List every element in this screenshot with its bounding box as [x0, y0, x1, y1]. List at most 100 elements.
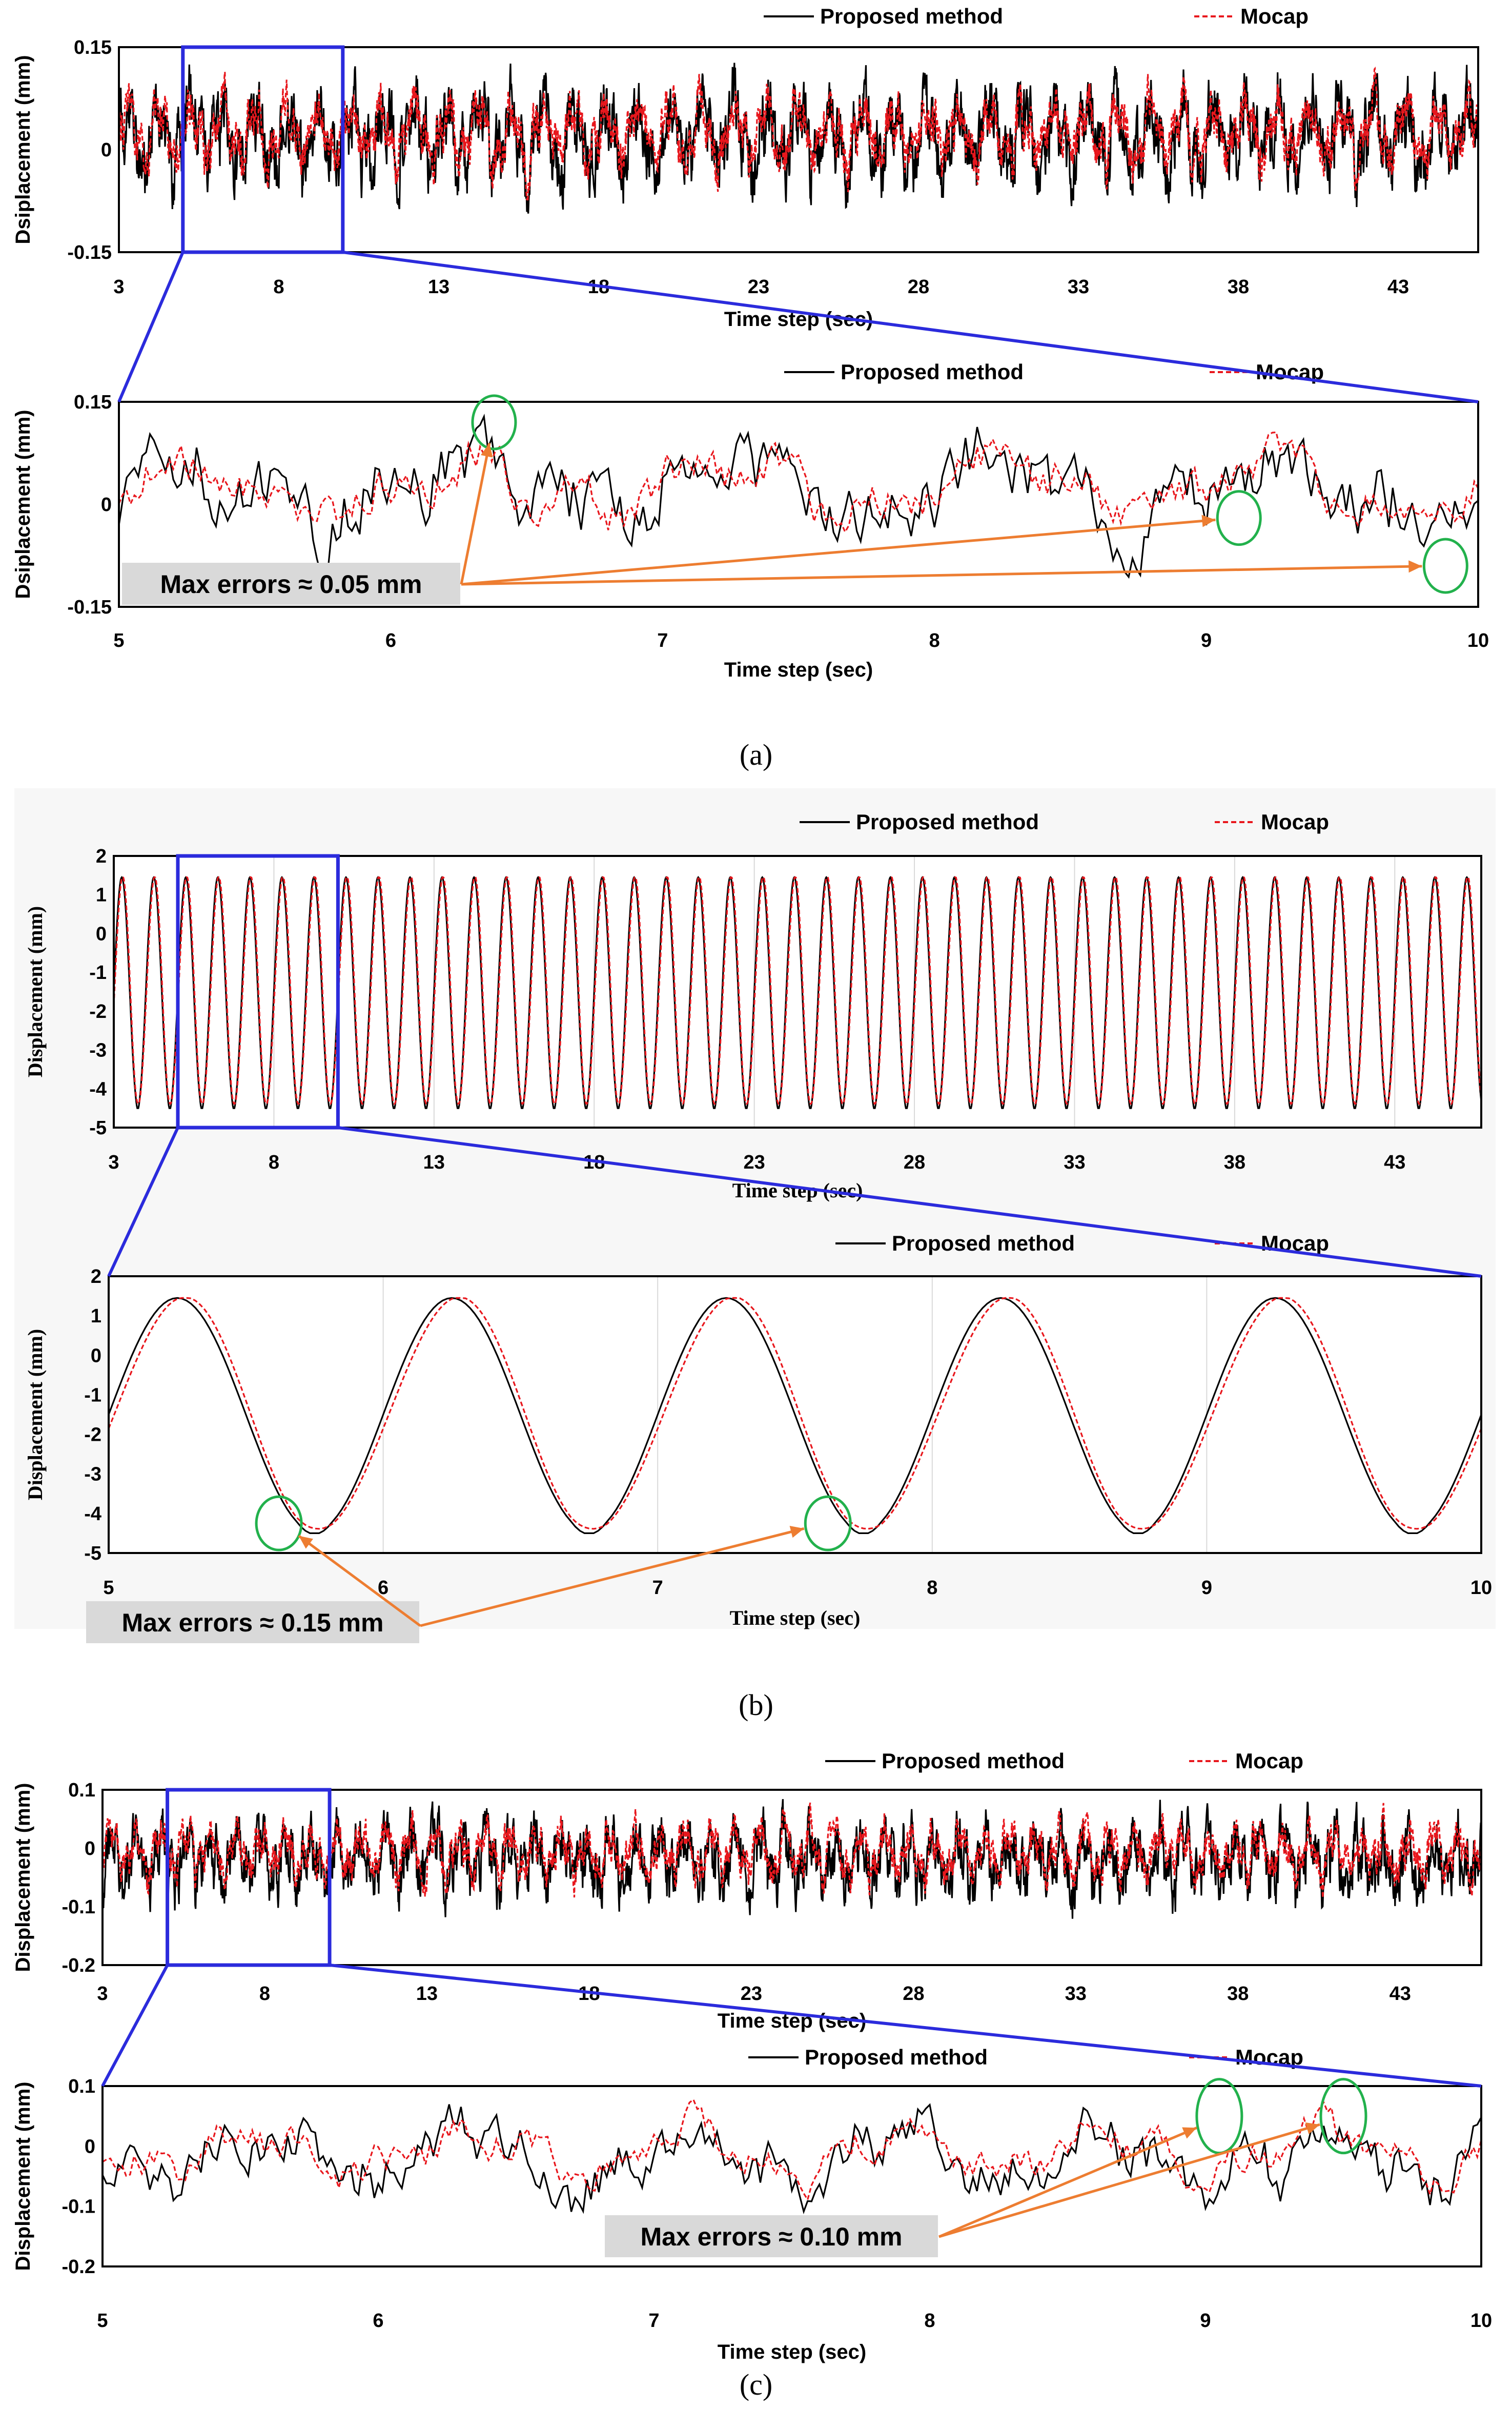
- error-annotation-b: Max errors ≈ 0.15 mm: [86, 1495, 852, 1643]
- y-tick-label: -4: [89, 1078, 107, 1100]
- x-tick-label: 7: [652, 1577, 663, 1599]
- x-tick-label: 9: [1200, 2310, 1211, 2332]
- overlays-layer: Max errors ≈ 0.05 mm Max errors ≈ 0.15 mm…: [86, 45, 1482, 2257]
- error-arrow-head: [1182, 2127, 1197, 2139]
- x-tick-label: 28: [904, 1152, 925, 1173]
- error-arrow: [938, 2123, 1320, 2238]
- y-tick-label: -5: [84, 1543, 101, 1564]
- annotation-box: [86, 1601, 419, 1643]
- zoom-window-b: [176, 854, 340, 1130]
- legend: Proposed method Mocap: [764, 4, 1309, 28]
- y-tick-label: 1: [96, 885, 107, 906]
- legend-label-mocap: Mocap: [1235, 1749, 1303, 1773]
- x-tick-label: 33: [1068, 276, 1089, 298]
- zoom-connector-left: [101, 1964, 169, 2087]
- series-line-proposed-method: [118, 414, 1479, 583]
- x-tick-label: 8: [924, 2310, 935, 2332]
- legend-label-mocap: Mocap: [1240, 4, 1309, 28]
- x-tick-label: 10: [1470, 2310, 1492, 2332]
- legend: Proposed method Mocap: [800, 810, 1329, 834]
- series-line-mocap: [102, 2098, 1482, 2202]
- x-tick-label: 13: [428, 276, 449, 298]
- y-tick-label: -0.2: [62, 2256, 95, 2278]
- y-tick-label: 0: [85, 2136, 95, 2157]
- legend: Proposed method Mocap: [835, 1231, 1329, 1255]
- x-tick-label: 8: [929, 630, 940, 651]
- y-tick-label: -1: [84, 1384, 101, 1406]
- plot-border: [101, 1789, 1482, 1966]
- y-tick-label: 1: [91, 1305, 101, 1327]
- x-tick-label: 5: [97, 2310, 108, 2332]
- zoom-connector-left: [107, 1127, 179, 1277]
- y-tick-label: 0: [101, 494, 112, 516]
- x-tick-label: 13: [423, 1152, 445, 1173]
- plot-border: [118, 401, 1479, 608]
- error-arrow: [420, 1527, 805, 1627]
- chart-a-full: 0.150-0.153813182328333843Time step (sec…: [12, 4, 1479, 331]
- x-tick-label: 28: [903, 1983, 924, 2005]
- x-tick-label: 9: [1201, 630, 1212, 651]
- y-axis-label: Displacement (mm): [12, 1783, 34, 1972]
- x-tick-label: 33: [1064, 1152, 1085, 1173]
- x-axis-label: Time step (sec): [724, 659, 873, 681]
- series-line-proposed-method: [101, 1799, 1482, 1919]
- chart-c-full: 0.10-0.1-0.23813182328333843Time step (s…: [12, 1749, 1482, 2032]
- x-tick-label: 3: [97, 1983, 108, 2005]
- legend: Proposed method Mocap: [784, 360, 1324, 384]
- legend-label-proposed: Proposed method: [882, 1749, 1065, 1773]
- x-tick-label: 13: [416, 1983, 438, 2005]
- error-highlight-ellipse: [1216, 490, 1262, 546]
- error-arrow-head: [1201, 515, 1216, 527]
- y-tick-label: -4: [84, 1503, 101, 1525]
- zoom-connector-left: [117, 251, 185, 403]
- error-highlight-ellipse: [1422, 538, 1468, 594]
- x-tick-label: 38: [1227, 1983, 1249, 2005]
- x-tick-label: 33: [1065, 1983, 1087, 2005]
- x-tick-label: 8: [269, 1152, 279, 1173]
- y-tick-label: 0.15: [74, 392, 112, 413]
- y-tick-label: 2: [96, 846, 107, 867]
- x-tick-label: 43: [1387, 276, 1409, 298]
- x-tick-label: 43: [1390, 1983, 1411, 2005]
- chart-c-zoom: 0.1 0 -0.1 -0.2 5 6 7 8 9 10 Time step (sec) Displa…: [12, 2045, 1492, 2363]
- x-tick-label: 23: [744, 1152, 765, 1173]
- x-tick-label: 38: [1228, 276, 1249, 298]
- x-tick-label: 3: [108, 1152, 119, 1173]
- legend-label-proposed: Proposed method: [841, 360, 1024, 384]
- x-tick-label: 23: [748, 276, 769, 298]
- x-tick-label: 23: [741, 1983, 762, 2005]
- x-tick-label: 5: [103, 1577, 114, 1599]
- y-tick-label: -0.1: [62, 2196, 95, 2218]
- error-highlight-ellipse: [255, 1495, 303, 1551]
- y-tick-label: 0: [101, 139, 112, 161]
- annotation-box: [122, 563, 460, 605]
- plot-border: [113, 855, 1482, 1129]
- plot-border: [118, 46, 1479, 253]
- plot-border: [108, 1275, 1482, 1554]
- x-tick-label: 38: [1224, 1152, 1245, 1173]
- x-tick-label: 43: [1384, 1152, 1405, 1173]
- error-arrow: [938, 2127, 1197, 2238]
- y-tick-label: -1: [89, 962, 107, 984]
- annotation-text: Max errors ≈ 0.15 mm: [121, 1608, 383, 1637]
- x-tick-label: 8: [273, 276, 284, 298]
- zoom-connector-right: [329, 1964, 1482, 2088]
- y-tick-label: -0.1: [62, 1896, 95, 1918]
- x-tick-label: 9: [1201, 1577, 1212, 1599]
- x-tick-label: 28: [908, 276, 929, 298]
- error-arrow: [460, 443, 491, 585]
- error-arrow: [461, 518, 1216, 586]
- y-tick-label: -0.15: [67, 242, 112, 263]
- error-arrow-head: [298, 1536, 313, 1549]
- legend-label-proposed: Proposed method: [820, 4, 1003, 28]
- y-tick-label: 2: [91, 1266, 101, 1288]
- legend-label-proposed: Proposed method: [892, 1231, 1075, 1255]
- series-line-mocap: [108, 1297, 1482, 1530]
- charts-layer: 0.150-0.153813182328333843Time step (sec…: [12, 4, 1492, 2363]
- error-annotation-a: Max errors ≈ 0.05 mm: [122, 394, 1468, 605]
- y-tick-label: 0: [91, 1345, 101, 1366]
- annotation-box: [605, 2215, 938, 2257]
- legend-label-proposed: Proposed method: [805, 2045, 988, 2069]
